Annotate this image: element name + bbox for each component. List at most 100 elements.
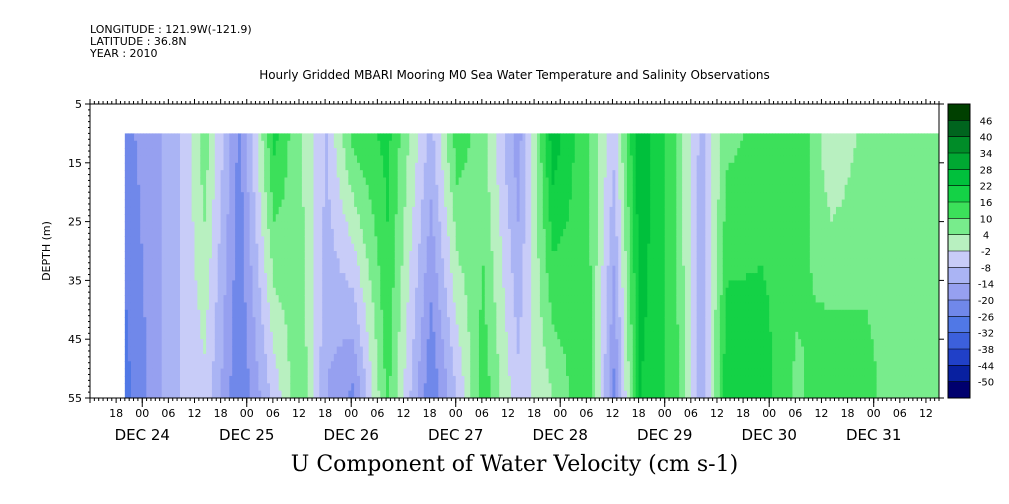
heatmap-cell [400, 309, 405, 318]
heatmap-cell [267, 353, 271, 362]
heatmap-cell [458, 258, 463, 267]
heatmap-cell [461, 133, 466, 142]
heatmap-cell [432, 177, 436, 186]
heatmap-cell [284, 206, 288, 215]
heatmap-cell [507, 302, 512, 311]
heatmap-cell [412, 368, 416, 377]
heatmap-cell [354, 390, 358, 398]
heatmap-cell [415, 140, 419, 149]
heatmap-cell [287, 214, 291, 223]
heatmap-cell [342, 199, 347, 208]
heatmap-cell [155, 361, 160, 370]
heatmap-cell [252, 295, 257, 304]
heatmap-cell [336, 140, 341, 149]
heatmap-cell [226, 273, 230, 281]
heatmap-cell [177, 324, 181, 333]
heatmap-cell [269, 353, 274, 362]
heatmap-cell [130, 184, 135, 193]
heatmap-cell [220, 148, 225, 157]
heatmap-cell [476, 331, 480, 340]
heatmap-cell [525, 221, 529, 230]
heatmap-cell [406, 170, 410, 179]
heatmap-cell [293, 331, 297, 340]
heatmap-cell [455, 324, 460, 333]
heatmap-cell [493, 324, 497, 333]
heatmap-cell [507, 236, 512, 245]
heatmap-cell [278, 339, 283, 348]
heatmap-cell [470, 339, 474, 348]
heatmap-cell [232, 243, 236, 252]
heatmap-cell [449, 280, 454, 289]
heatmap-cell [214, 133, 219, 142]
heatmap-cell [130, 155, 135, 164]
heatmap-cell [158, 214, 163, 223]
heatmap-cell [226, 331, 230, 340]
heatmap-cell [510, 184, 515, 193]
heatmap-cell [435, 155, 439, 164]
heatmap-cell [406, 317, 410, 326]
heatmap-cell [403, 221, 407, 230]
heatmap-cell [455, 148, 460, 157]
heatmap-cell [152, 140, 157, 149]
heatmap-cell [200, 251, 204, 259]
heatmap-cell [435, 236, 439, 245]
heatmap-cell [438, 309, 442, 318]
heatmap-cell [336, 243, 341, 252]
heatmap-cell [362, 228, 367, 237]
heatmap-cell [214, 192, 219, 201]
heatmap-cell [174, 243, 178, 252]
heatmap-cell [264, 331, 268, 340]
heatmap-cell [473, 383, 477, 392]
heatmap-cell [188, 361, 193, 370]
heatmap-cell [152, 280, 157, 289]
heatmap-cell [330, 236, 335, 245]
heatmap-cell [143, 184, 147, 193]
heatmap-cell [269, 273, 274, 281]
heatmap-cell [388, 236, 393, 245]
heatmap-cell [179, 375, 184, 384]
heatmap-cell [507, 140, 512, 149]
heatmap-cell [441, 148, 445, 157]
heatmap-cell [127, 309, 132, 318]
heatmap-cell [481, 206, 486, 215]
heatmap-cell [351, 317, 355, 326]
heatmap-cell [354, 258, 358, 267]
heatmap-cell [339, 309, 344, 318]
heatmap-cell [240, 375, 245, 384]
heatmap-cell [177, 258, 181, 267]
heatmap-cell [473, 228, 477, 237]
heatmap-cell [351, 353, 355, 362]
heatmap-cell [417, 361, 422, 370]
heatmap-cell [290, 184, 294, 193]
heatmap-cell [200, 309, 204, 318]
heatmap-cell [377, 295, 381, 304]
heatmap-cell [409, 170, 413, 179]
heatmap-cell [467, 295, 471, 304]
heatmap-cell [281, 228, 286, 237]
heatmap-cell [191, 287, 196, 296]
heatmap-cell [359, 390, 364, 398]
heatmap-cell [191, 295, 196, 304]
heatmap-cell [415, 287, 419, 296]
heatmap-cell [194, 375, 198, 384]
heatmap-cell [420, 346, 425, 355]
heatmap-cell [473, 214, 477, 223]
heatmap-cell [217, 295, 222, 304]
heatmap-cell [342, 295, 347, 304]
heatmap-cell [258, 221, 262, 230]
heatmap-cell [377, 214, 381, 223]
heatmap-cell [298, 162, 303, 171]
heatmap-cell [420, 361, 425, 370]
heatmap-cell [510, 302, 515, 311]
heatmap-cell [362, 199, 367, 208]
heatmap-cell [232, 192, 236, 201]
heatmap-cell [137, 133, 141, 142]
heatmap-cell [484, 375, 489, 384]
heatmap-cell [461, 221, 466, 230]
heatmap-cell [229, 236, 233, 245]
heatmap-cell [473, 133, 477, 142]
heatmap-cell [354, 368, 358, 377]
heatmap-cell [188, 265, 193, 274]
heatmap-cell [493, 317, 497, 326]
heatmap-cell [374, 324, 378, 333]
